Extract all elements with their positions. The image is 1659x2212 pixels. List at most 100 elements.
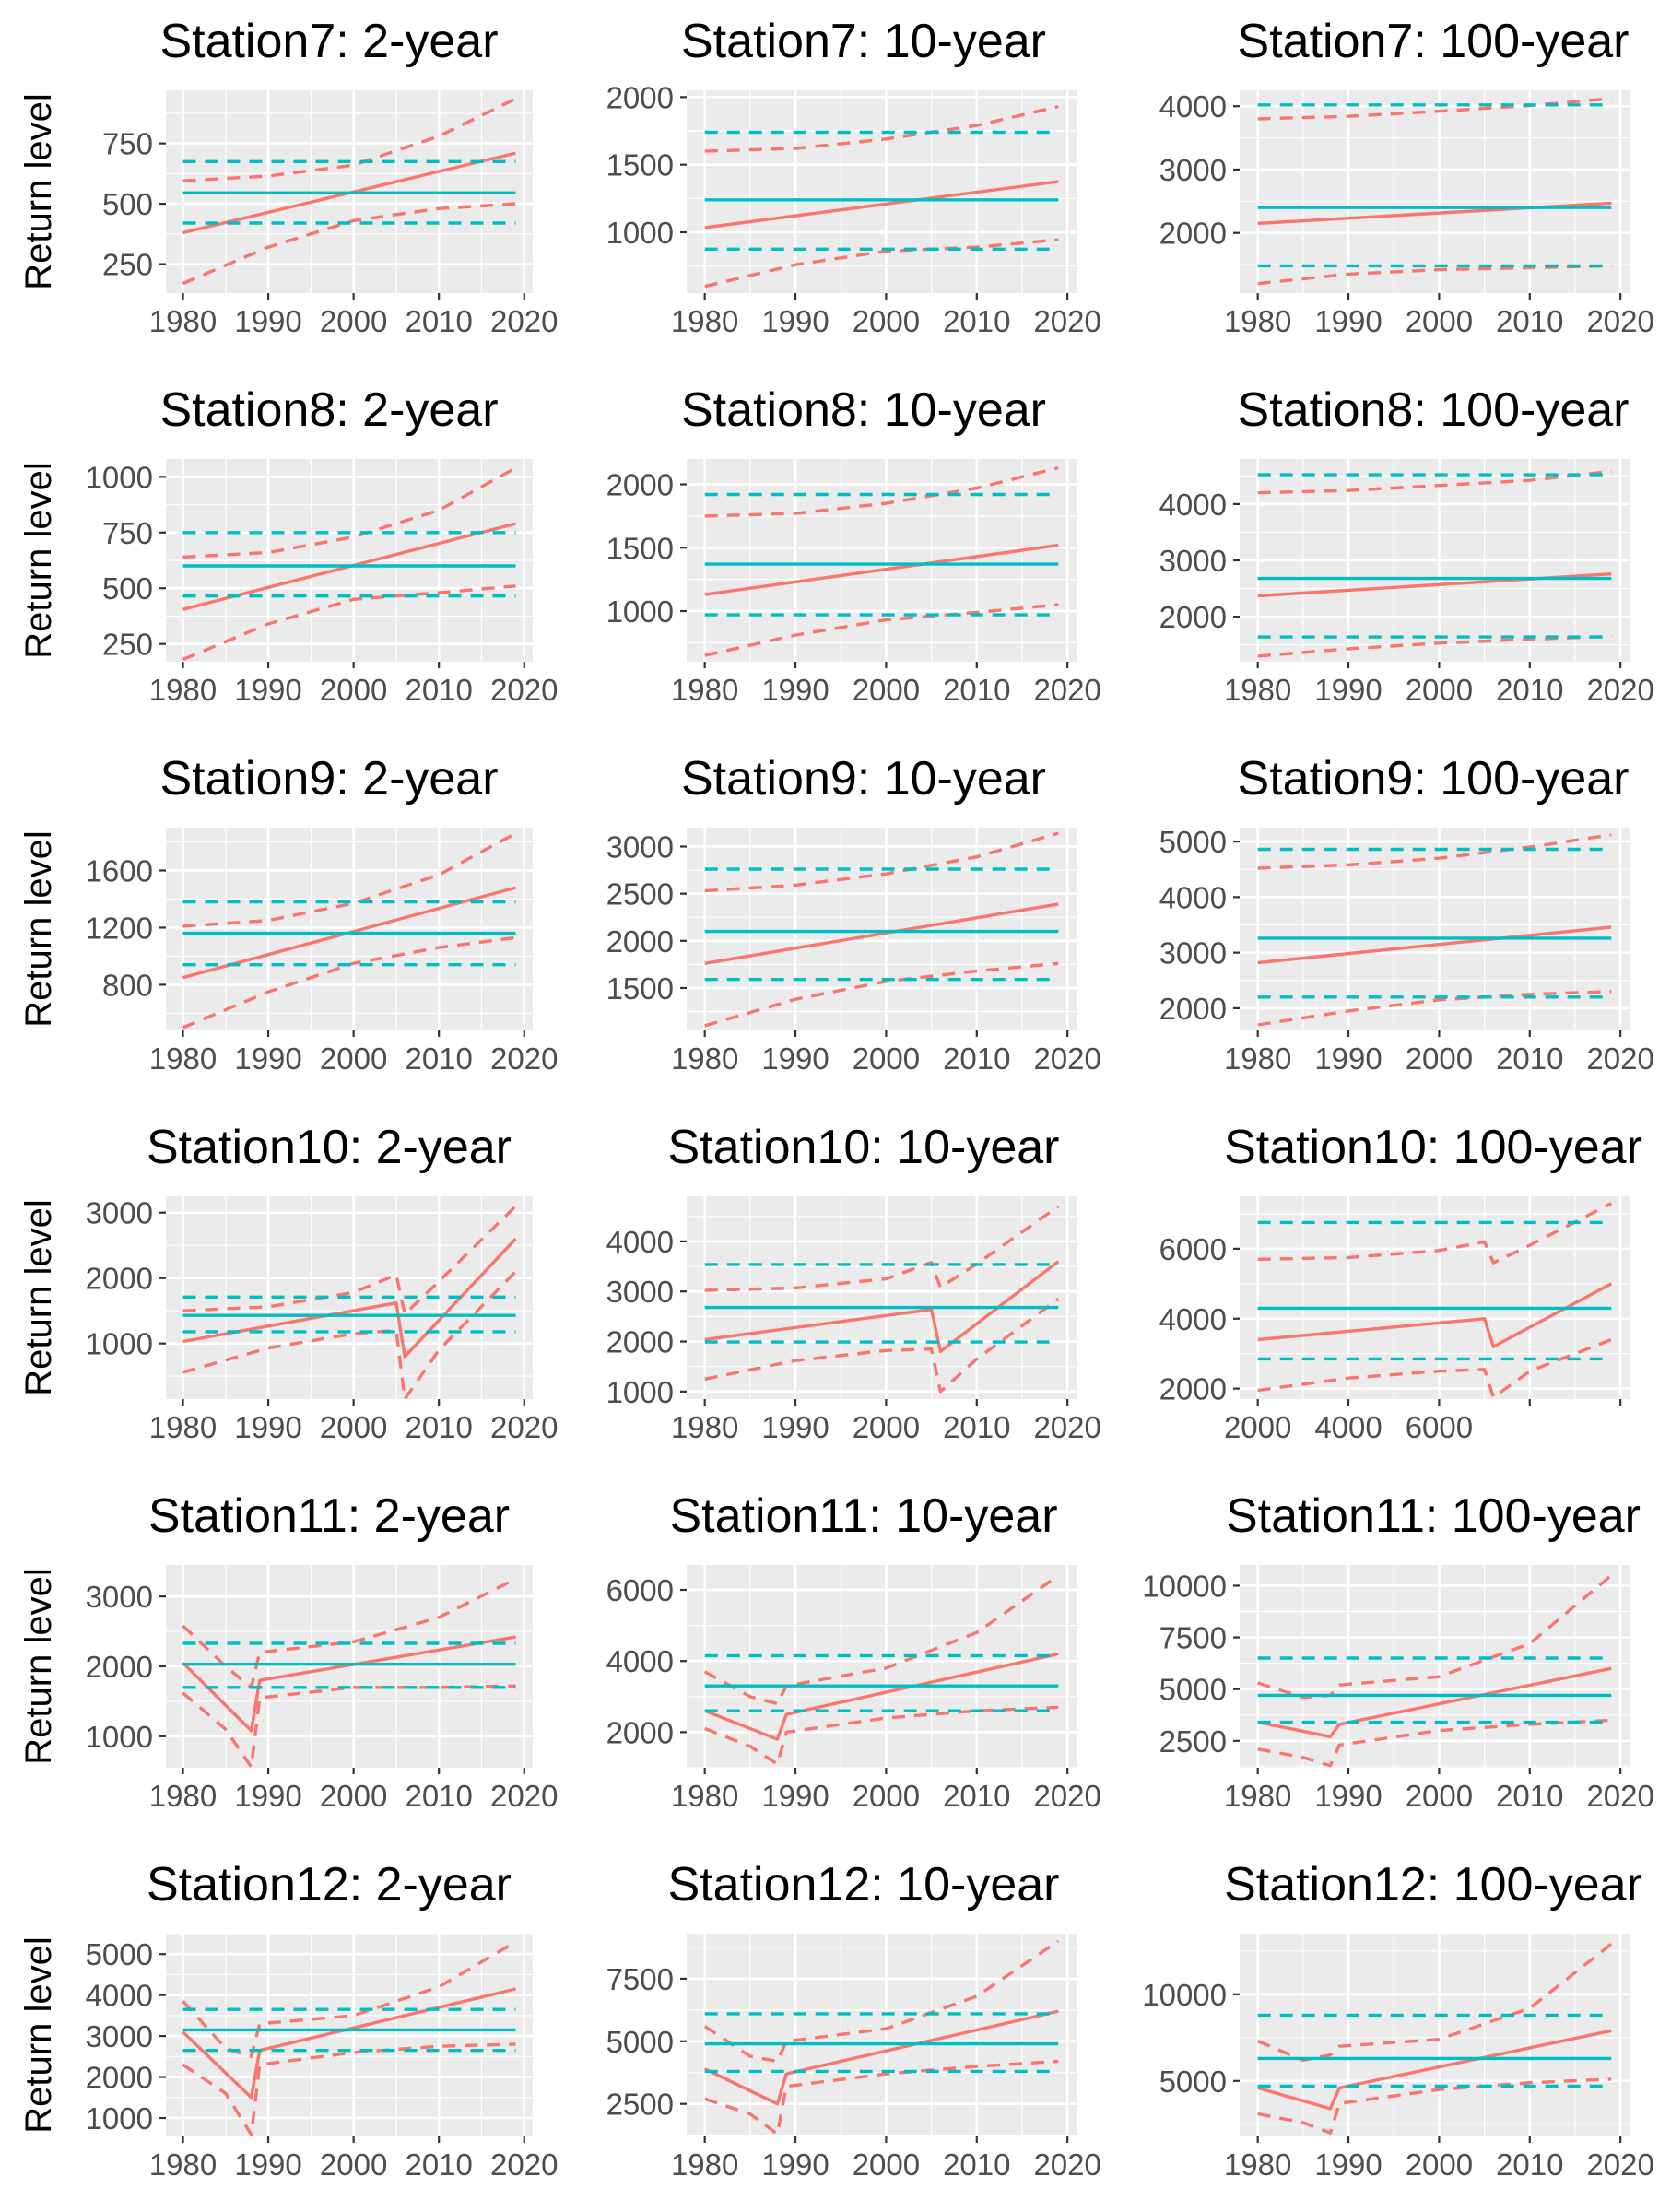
x-tick-label: 1990 bbox=[1314, 2147, 1382, 2182]
y-tick-label: 1000 bbox=[606, 216, 674, 250]
x-tick-label: 2010 bbox=[943, 673, 1010, 707]
y-tick-label: 2000 bbox=[606, 80, 674, 114]
nonstationary-bound-line bbox=[704, 603, 1059, 657]
x-tick-label: 2020 bbox=[1033, 673, 1100, 707]
x-tick-label: 2000 bbox=[853, 2147, 920, 2182]
x-tick-label: 2000 bbox=[320, 2147, 387, 2182]
x-tick-label: 1980 bbox=[149, 1410, 217, 1444]
panel-6: Station8: 100-year 1980 1990 2000 2010 2020 20… bbox=[1159, 383, 1654, 707]
x-tick-label: 2010 bbox=[405, 673, 472, 707]
x-tick-label: 2020 bbox=[490, 1410, 558, 1444]
x-tick-label: 2020 bbox=[490, 1779, 558, 1813]
x-tick-label: 2020 bbox=[1033, 304, 1100, 338]
x-tick-label: 2020 bbox=[1586, 2147, 1653, 2182]
y-tick-label: 2000 bbox=[1159, 1372, 1227, 1406]
nonstationary-bound-line bbox=[1257, 97, 1612, 121]
x-tick-label: 1990 bbox=[234, 1041, 301, 1076]
nonstationary-bound-line bbox=[1257, 1942, 1613, 2063]
x-tick-label: 1980 bbox=[671, 1410, 738, 1444]
panel-15: Station11: 100-year 1980 1990 2000 2010 2020 2… bbox=[1142, 1489, 1654, 1813]
x-tick-label: 2000 bbox=[853, 1779, 920, 1813]
x-tick-label: 2020 bbox=[1033, 1410, 1100, 1444]
x-tick-label: 2010 bbox=[1496, 304, 1563, 338]
y-tick-label: 3000 bbox=[86, 2019, 153, 2053]
y-tick-label: 2000 bbox=[86, 2061, 153, 2095]
panel-12: Station10: 100-year 2000 4000 6000 2000 4000 6… bbox=[1159, 1121, 1642, 1444]
x-tick-label: 2020 bbox=[1033, 1779, 1100, 1813]
x-tick-label: 1990 bbox=[1314, 673, 1382, 707]
x-tick-label: 1980 bbox=[149, 304, 217, 338]
x-tick-label: 2000 bbox=[320, 304, 387, 338]
nonstationary-bound-line bbox=[704, 238, 1059, 288]
x-tick-label: 1980 bbox=[149, 1041, 217, 1076]
y-tick-label: 1500 bbox=[606, 971, 674, 1006]
nonstationary-bound-line bbox=[1257, 833, 1612, 870]
x-tick-label: 2010 bbox=[1496, 673, 1563, 707]
x-tick-label: 2020 bbox=[490, 2147, 558, 2182]
y-tick-label: 500 bbox=[102, 571, 153, 606]
nonstationary-bound-line bbox=[182, 831, 517, 928]
x-tick-label: 2000 bbox=[1224, 1410, 1291, 1444]
x-tick-label: 1990 bbox=[234, 1410, 301, 1444]
nonstationary-bound-line bbox=[182, 97, 517, 182]
y-tick-label: 250 bbox=[102, 248, 153, 282]
nonstationary-estimate-line bbox=[704, 902, 1059, 965]
nonstationary-estimate-line bbox=[704, 1652, 1059, 1741]
y-tick-label: 2500 bbox=[606, 877, 674, 912]
nonstationary-bound-line bbox=[182, 584, 516, 662]
y-tick-label: 3000 bbox=[86, 1580, 153, 1614]
x-tick-label: 2020 bbox=[490, 1041, 558, 1076]
panel-title: Station9: 2-year bbox=[159, 752, 498, 806]
panel-7: Station9: 2-year 1980 1990 2000 2010 2020 800 1… bbox=[18, 752, 558, 1076]
nonstationary-bound-line bbox=[182, 1577, 517, 1689]
nonstationary-bound-line bbox=[704, 1298, 1060, 1394]
x-tick-label: 2000 bbox=[1406, 1779, 1473, 1813]
nonstationary-bound-line bbox=[704, 2059, 1059, 2136]
y-tick-label: 1000 bbox=[86, 460, 153, 494]
x-tick-label: 1980 bbox=[671, 1779, 738, 1813]
nonstationary-bound-line bbox=[182, 202, 516, 286]
y-tick-label: 2000 bbox=[606, 468, 674, 502]
x-tick-label: 2010 bbox=[1496, 1779, 1563, 1813]
x-tick-label: 1980 bbox=[671, 2147, 738, 2182]
y-tick-label: 4000 bbox=[1159, 880, 1227, 914]
x-tick-label: 1980 bbox=[1224, 1779, 1291, 1813]
panel-1: Station7: 2-year 1980 1990 2000 2010 2020 250 5… bbox=[18, 15, 558, 338]
y-tick-label: 1500 bbox=[606, 531, 674, 565]
x-tick-label: 2020 bbox=[1586, 304, 1653, 338]
x-tick-label: 1980 bbox=[149, 2147, 217, 2182]
nonstationary-bound-line bbox=[182, 466, 517, 559]
panel-8: Station9: 10-year 1980 1990 2000 2010 2020 150… bbox=[606, 752, 1101, 1076]
panel-background bbox=[687, 1196, 1077, 1399]
x-tick-label: 2000 bbox=[1406, 2147, 1473, 2182]
x-tick-label: 1980 bbox=[149, 673, 217, 707]
x-tick-label: 2010 bbox=[943, 1779, 1010, 1813]
y-tick-label: 5000 bbox=[1159, 1673, 1227, 1707]
nonstationary-bound-line bbox=[1257, 469, 1612, 495]
y-axis-label: Return level bbox=[18, 1199, 59, 1395]
panel-9: Station9: 100-year 1980 1990 2000 2010 2020 20… bbox=[1159, 752, 1654, 1076]
x-tick-label: 1990 bbox=[761, 1410, 829, 1444]
y-tick-label: 4000 bbox=[606, 1644, 674, 1678]
y-tick-label: 5000 bbox=[86, 1937, 153, 1971]
x-tick-label: 2020 bbox=[1033, 1041, 1100, 1076]
y-tick-label: 6000 bbox=[606, 1573, 674, 1607]
y-tick-label: 2000 bbox=[1159, 992, 1227, 1026]
y-tick-label: 4000 bbox=[86, 1979, 153, 2013]
x-tick-label: 1990 bbox=[761, 304, 829, 338]
panel-background bbox=[687, 1565, 1077, 1768]
y-tick-label: 750 bbox=[102, 127, 153, 161]
x-tick-label: 1990 bbox=[234, 304, 301, 338]
nonstationary-estimate-line bbox=[1257, 925, 1612, 965]
panel-background bbox=[1240, 1196, 1630, 1399]
x-tick-label: 2020 bbox=[1586, 1041, 1653, 1076]
nonstationary-bound-line bbox=[1257, 1573, 1613, 1700]
panel-title: Station8: 100-year bbox=[1238, 383, 1630, 437]
x-tick-label: 1980 bbox=[671, 1041, 738, 1076]
panel-title: Station7: 2-year bbox=[159, 15, 498, 68]
x-tick-label: 1990 bbox=[1314, 1041, 1382, 1076]
x-tick-label: 1980 bbox=[1224, 673, 1291, 707]
x-tick-label: 1990 bbox=[1314, 1779, 1382, 1813]
y-tick-label: 3000 bbox=[1159, 544, 1227, 578]
x-tick-label: 1980 bbox=[671, 304, 738, 338]
